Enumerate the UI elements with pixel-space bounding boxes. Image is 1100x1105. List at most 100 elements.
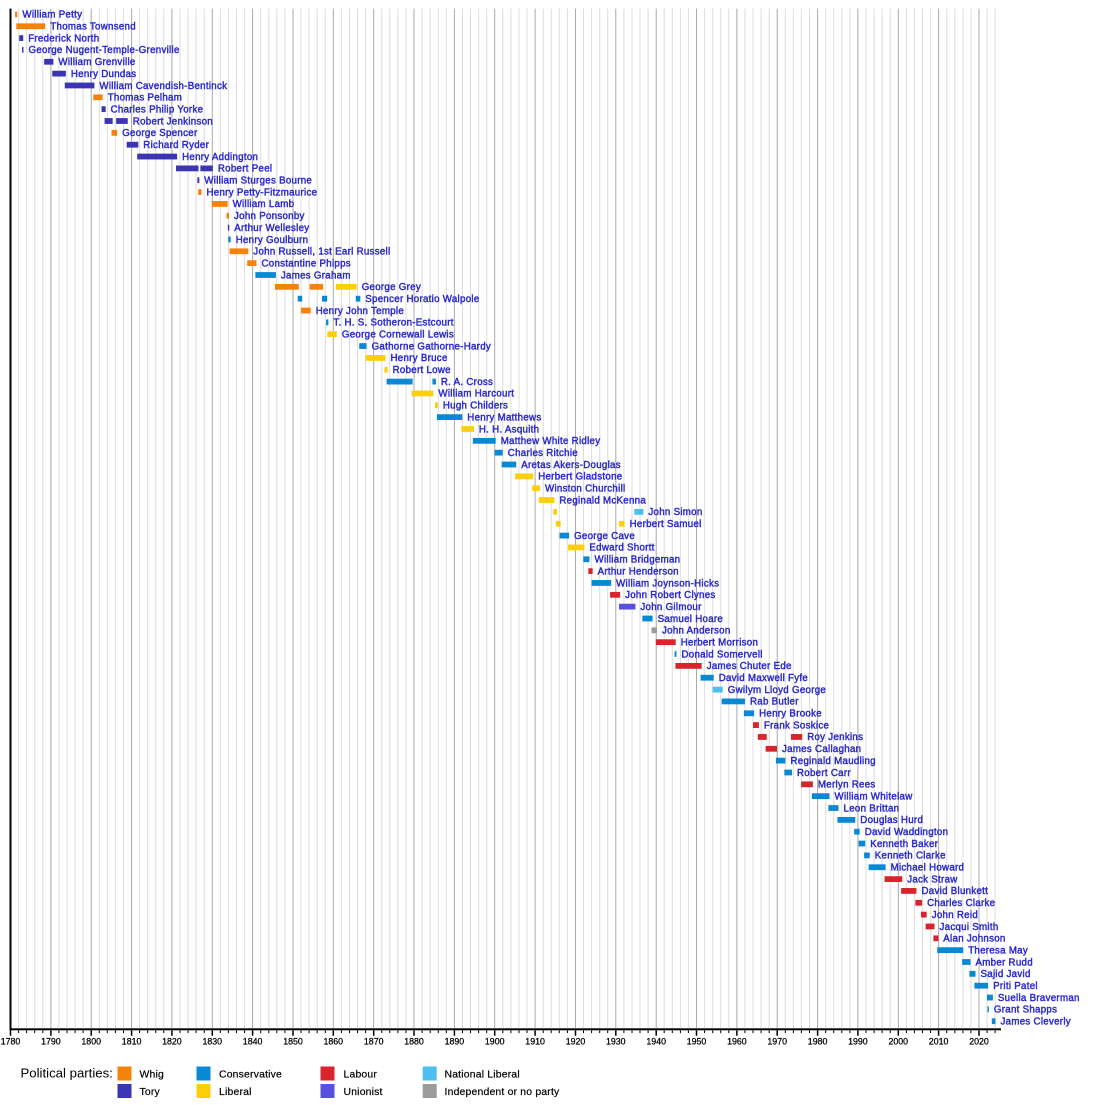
svg-text:2020: 2020	[969, 1037, 989, 1047]
svg-text:David Maxwell Fyfe: David Maxwell Fyfe	[719, 673, 808, 684]
svg-text:Henry Goulburn: Henry Goulburn	[236, 235, 309, 246]
svg-text:George Grey: George Grey	[362, 282, 421, 293]
svg-text:Samuel Hoare: Samuel Hoare	[658, 614, 724, 625]
svg-text:Tory: Tory	[140, 1087, 161, 1098]
svg-text:John Reid: John Reid	[932, 910, 978, 921]
svg-text:Jack Straw: Jack Straw	[907, 874, 958, 885]
svg-text:H. H. Asquith: H. H. Asquith	[479, 424, 539, 435]
svg-text:T. H. S. Sotheron-Estcourt: T. H. S. Sotheron-Estcourt	[333, 318, 453, 329]
svg-text:Michael Howard: Michael Howard	[891, 863, 965, 874]
svg-text:1940: 1940	[646, 1037, 666, 1047]
svg-text:Roy Jenkins: Roy Jenkins	[807, 732, 863, 743]
svg-text:William Petty: William Petty	[22, 10, 82, 21]
svg-text:James Graham: James Graham	[281, 270, 351, 281]
svg-text:1990: 1990	[848, 1037, 868, 1047]
svg-text:Conservative: Conservative	[219, 1069, 282, 1080]
svg-text:Hugh Childers: Hugh Childers	[443, 401, 508, 412]
svg-text:Charles Philip Yorke: Charles Philip Yorke	[111, 105, 204, 116]
svg-text:Grant Shapps: Grant Shapps	[994, 1005, 1057, 1016]
svg-text:Jacqui Smith: Jacqui Smith	[940, 922, 999, 933]
svg-text:Kenneth Clarke: Kenneth Clarke	[875, 851, 946, 862]
svg-text:Aretas Akers-Douglas: Aretas Akers-Douglas	[521, 460, 621, 471]
svg-text:Reginald McKenna: Reginald McKenna	[559, 495, 646, 506]
svg-text:William Sturges Bourne: William Sturges Bourne	[204, 176, 312, 187]
svg-text:Winston Churchill: Winston Churchill	[545, 484, 625, 495]
svg-text:Theresa May: Theresa May	[968, 946, 1028, 957]
svg-text:Whig: Whig	[140, 1069, 164, 1080]
svg-text:Kenneth Baker: Kenneth Baker	[870, 839, 938, 850]
svg-text:William Whitelaw: William Whitelaw	[835, 792, 914, 803]
svg-text:Robert Peel: Robert Peel	[218, 164, 272, 175]
svg-text:Reginald Maudling: Reginald Maudling	[791, 756, 876, 767]
svg-text:Alan Johnson: Alan Johnson	[943, 934, 1005, 945]
svg-text:1930: 1930	[606, 1037, 626, 1047]
svg-text:Henry Matthews: Henry Matthews	[467, 412, 541, 423]
svg-text:Henry Addington: Henry Addington	[182, 152, 258, 163]
svg-text:Gwilym Lloyd George: Gwilym Lloyd George	[728, 685, 826, 696]
svg-text:Arthur Wellesley: Arthur Wellesley	[234, 223, 309, 234]
svg-text:David Blunkett: David Blunkett	[922, 886, 989, 897]
svg-text:1980: 1980	[808, 1037, 828, 1047]
svg-text:1910: 1910	[525, 1037, 545, 1047]
svg-text:Rab Butler: Rab Butler	[750, 697, 799, 708]
svg-text:Independent or no party: Independent or no party	[445, 1087, 561, 1098]
svg-text:John Anderson: John Anderson	[662, 626, 731, 637]
svg-text:John Ponsonby: John Ponsonby	[234, 211, 305, 222]
svg-text:Sajid Javid: Sajid Javid	[981, 969, 1031, 980]
svg-text:Edward Shortt: Edward Shortt	[589, 543, 654, 554]
svg-text:James Cleverly: James Cleverly	[1001, 1017, 1071, 1028]
svg-text:Priti Patel: Priti Patel	[993, 981, 1038, 992]
svg-text:Gathorne Gathorne-Hardy: Gathorne Gathorne-Hardy	[372, 341, 491, 352]
svg-text:Arthur Henderson: Arthur Henderson	[598, 566, 679, 577]
svg-text:1950: 1950	[687, 1037, 707, 1047]
svg-text:Robert Lowe: Robert Lowe	[393, 365, 451, 376]
svg-text:Suella Braverman: Suella Braverman	[998, 993, 1080, 1004]
svg-text:1890: 1890	[445, 1037, 465, 1047]
svg-text:1820: 1820	[162, 1037, 182, 1047]
svg-text:John Robert Clynes: John Robert Clynes	[625, 590, 715, 601]
svg-text:Frederick North: Frederick North	[28, 33, 99, 44]
svg-text:Thomas Townsend: Thomas Townsend	[50, 22, 136, 33]
svg-text:Henry Brooke: Henry Brooke	[759, 709, 822, 720]
svg-text:Robert Jenkinson: Robert Jenkinson	[133, 116, 213, 127]
svg-text:John Gilmour: John Gilmour	[640, 602, 702, 613]
svg-text:William Bridgeman: William Bridgeman	[595, 555, 681, 566]
svg-text:George Cornewall Lewis: George Cornewall Lewis	[342, 330, 454, 341]
svg-text:Thomas Pelham: Thomas Pelham	[108, 93, 182, 104]
svg-text:1870: 1870	[364, 1037, 384, 1047]
svg-text:2010: 2010	[929, 1037, 949, 1047]
svg-text:William Harcourt: William Harcourt	[438, 389, 514, 400]
svg-text:1850: 1850	[283, 1037, 303, 1047]
svg-text:Henry Bruce: Henry Bruce	[391, 353, 448, 364]
svg-text:Labour: Labour	[344, 1069, 378, 1080]
svg-text:Richard Ryder: Richard Ryder	[143, 140, 209, 151]
svg-text:1880: 1880	[404, 1037, 424, 1047]
svg-text:Constantine Phipps: Constantine Phipps	[262, 258, 351, 269]
svg-text:National Liberal: National Liberal	[445, 1069, 520, 1080]
svg-text:William Lamb: William Lamb	[233, 199, 295, 210]
svg-text:1900: 1900	[485, 1037, 505, 1047]
svg-text:Leon Brittan: Leon Brittan	[844, 803, 900, 814]
svg-text:William Cavendish-Bentinck: William Cavendish-Bentinck	[99, 81, 227, 92]
svg-text:Liberal: Liberal	[219, 1087, 252, 1098]
svg-text:Herbert Samuel: Herbert Samuel	[630, 519, 702, 530]
svg-text:Frank Soskice: Frank Soskice	[764, 720, 829, 731]
svg-text:2000: 2000	[889, 1037, 909, 1047]
svg-text:Herbert Morrison: Herbert Morrison	[681, 638, 758, 649]
svg-text:James Callaghan: James Callaghan	[782, 744, 861, 755]
svg-text:William Grenville: William Grenville	[58, 57, 135, 68]
svg-text:Unionist: Unionist	[344, 1087, 383, 1098]
svg-text:1960: 1960	[727, 1037, 747, 1047]
svg-text:1800: 1800	[81, 1037, 101, 1047]
svg-text:Henry Petty-Fitzmaurice: Henry Petty-Fitzmaurice	[207, 187, 318, 198]
svg-text:George Cave: George Cave	[574, 531, 635, 542]
svg-text:David Waddington: David Waddington	[865, 827, 949, 838]
svg-text:William Joynson-Hicks: William Joynson-Hicks	[616, 578, 719, 589]
svg-text:Herbert Gladstone: Herbert Gladstone	[538, 472, 622, 483]
svg-text:Amber Rudd: Amber Rudd	[976, 957, 1033, 968]
svg-text:Henry Dundas: Henry Dundas	[71, 69, 137, 80]
svg-text:Charles Ritchie: Charles Ritchie	[508, 448, 578, 459]
svg-text:1810: 1810	[122, 1037, 142, 1047]
svg-text:1970: 1970	[767, 1037, 787, 1047]
svg-text:1830: 1830	[203, 1037, 223, 1047]
